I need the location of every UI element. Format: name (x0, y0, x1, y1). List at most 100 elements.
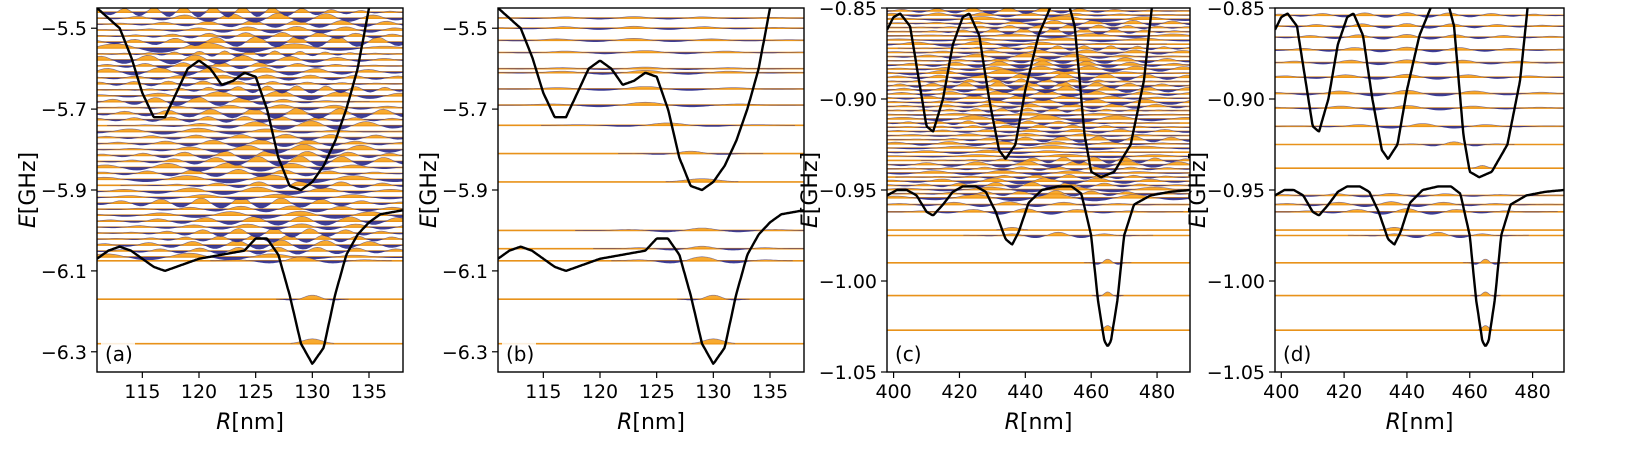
continuum-level-wave-edge (97, 223, 403, 228)
y-tick-label: −6.1 (41, 261, 87, 283)
bound-level-wave-neg (1275, 204, 1564, 207)
bound-level-wave-neg (887, 204, 1190, 207)
continuum-level-wave-neg (887, 19, 1190, 22)
continuum-level-wave-pos (97, 67, 403, 72)
y-tick-label: −0.95 (1207, 180, 1265, 202)
continuum-level-wave-neg (887, 56, 1190, 60)
bound-level-wave-edge (618, 150, 764, 154)
continuum-level-wave-pos (97, 13, 403, 19)
bound-level-wave-edge (210, 256, 392, 262)
bound-level-wave-neg (575, 230, 804, 233)
bound-level-wave-pos (1275, 90, 1564, 94)
continuum-level-wave-neg (887, 27, 1190, 30)
bound-level-wave-pos (1347, 232, 1529, 236)
continuum-level-wave-pos (97, 253, 403, 257)
panel-label-bg (502, 340, 536, 368)
y-tick-label: −0.85 (819, 0, 877, 20)
continuum-level-wave-neg (887, 98, 1190, 101)
x-tick-label: 125 (238, 381, 274, 403)
bound-level-wave-edge (611, 256, 793, 262)
continuum-level-wave-pos (887, 49, 1190, 53)
y-tick-label: −1.05 (1207, 362, 1265, 384)
bound-level-wave-edge (593, 245, 804, 249)
y-tick-label: −6.3 (41, 342, 87, 364)
x-axis-unit: [nm] (231, 410, 284, 435)
continuum-level-wave-neg (97, 119, 403, 123)
continuum-level-wave-pos (887, 145, 1190, 148)
continuum-level-wave-edge (97, 205, 403, 210)
continuum-level-wave-pos (887, 124, 1190, 128)
bound-level-wave-edge (575, 227, 804, 231)
continuum-level-wave-pos (120, 181, 403, 186)
continuum-level-wave-neg (97, 107, 403, 111)
bound-level-wave-edge (1275, 46, 1564, 51)
continuum-level-wave-neg (887, 164, 1190, 169)
continuum-level-wave-neg (895, 177, 1190, 180)
continuum-level-wave-pos (97, 62, 403, 66)
continuum-level-wave-neg (97, 209, 403, 213)
bound-level-wave-edge (276, 294, 349, 300)
x-tick-label: 440 (1389, 381, 1425, 403)
continuum-level-wave-neg (120, 185, 403, 189)
x-axis-label: R[nm] (617, 410, 685, 435)
continuum-level-wave-pos (887, 129, 1190, 132)
bound-level-wave-edge (498, 50, 804, 53)
bound-level-wave-edge (691, 338, 736, 344)
x-tick-label: 480 (1514, 381, 1550, 403)
upper-curve (498, 8, 772, 192)
panel-label-bg (1279, 340, 1313, 368)
continuum-level-wave-edge (887, 149, 1174, 153)
plot-area (1275, 8, 1564, 347)
continuum-level-wave-neg (887, 81, 1190, 84)
continuum-level-wave-neg (887, 44, 1167, 47)
continuum-level-wave-neg (97, 30, 403, 34)
continuum-level-wave-neg (887, 52, 1190, 55)
panel-d: 400 420 440 460 480 −0.85 −0.90 −0.95 −1.00 −1.05… (1186, 0, 1565, 435)
continuum-level-wave-edge (887, 15, 1190, 20)
panel-label: (a) (105, 342, 133, 366)
continuum-level-wave-neg (97, 161, 403, 167)
x-tick-label: 130 (695, 381, 731, 403)
x-axis-unit: [nm] (1020, 410, 1073, 435)
continuum-level-wave-pos (895, 174, 1190, 178)
continuum-level-wave-edge (887, 153, 1190, 157)
plot-area (97, 8, 403, 365)
continuum-level-wave-edge (97, 31, 403, 37)
continuum-level-wave-neg (97, 36, 403, 40)
continuum-level-wave-edge (97, 115, 403, 120)
x-tick-label: 135 (752, 381, 788, 403)
continuum-level-wave-neg (887, 94, 1190, 97)
continuum-level-wave-neg (97, 95, 403, 101)
continuum-level-wave-edge (887, 78, 1190, 82)
continuum-level-wave-edge (887, 132, 1190, 136)
continuum-level-wave-edge (97, 85, 403, 91)
y-axis-label: E[GHz] (16, 152, 41, 228)
continuum-level-wave-pos (97, 155, 403, 162)
continuum-level-wave-edge (887, 190, 1190, 194)
continuum-level-wave-pos (107, 120, 403, 126)
continuum-level-wave-pos (887, 108, 1190, 111)
bound-level-wave-edge (963, 231, 1154, 236)
bound-level-wave-edge (1275, 201, 1564, 205)
bound-level-wave-pos (665, 178, 739, 182)
y-axis-var: E (798, 214, 823, 228)
y-tick-label: −5.7 (442, 99, 488, 121)
continuum-level-wave-neg (97, 257, 403, 261)
panel-c: 400 420 440 460 480 −0.85 −0.90 −0.95 −1.00 −1.05… (798, 0, 1191, 435)
continuum-level-wave-edge (97, 174, 403, 180)
continuum-level-wave-pos (97, 211, 403, 216)
continuum-level-wave-neg (97, 131, 403, 135)
continuum-level-wave-pos (97, 26, 403, 31)
continuum-level-wave-neg (97, 149, 403, 154)
continuum-level-wave-edge (97, 104, 403, 108)
continuum-level-wave-pos (97, 74, 403, 78)
lower-curve (498, 209, 804, 365)
continuum-level-wave-pos (887, 133, 1190, 136)
continuum-level-wave-neg (887, 193, 1190, 197)
panel-label-bg (891, 340, 925, 368)
continuum-level-wave-neg (97, 173, 403, 177)
upper-curve (1275, 8, 1529, 179)
continuum-level-wave-pos (887, 177, 1190, 182)
x-tick-label: 115 (124, 381, 160, 403)
continuum-level-wave-pos (97, 96, 370, 102)
